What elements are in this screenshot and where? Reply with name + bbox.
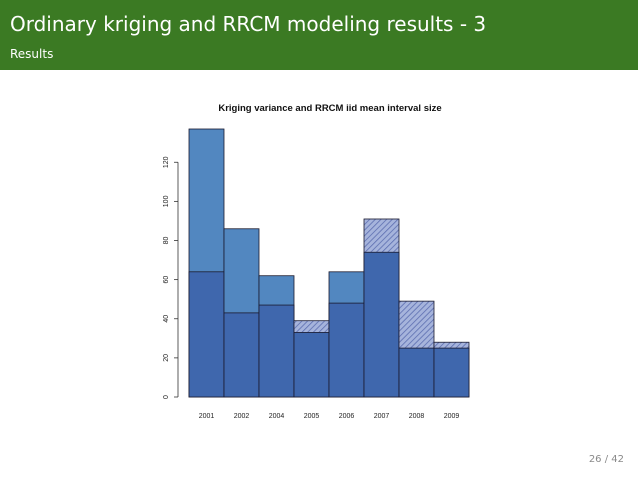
bar-lower-2002 — [223, 312, 260, 398]
x-tick-label-2004: 2004 — [269, 413, 285, 420]
chart-title: Kriging variance and RRCM iid mean inter… — [218, 103, 441, 114]
y-tick-label-20: 20 — [163, 354, 170, 362]
bar-lower-2008 — [398, 347, 435, 398]
bars-group — [188, 128, 470, 398]
page-number: 26 / 42 — [588, 454, 624, 465]
bar-lower-2004 — [258, 304, 295, 398]
bar-chart: Kriging variance and RRCM iid mean inter… — [163, 103, 470, 420]
x-tick-label-2009: 2009 — [444, 413, 460, 420]
slide-subtitle: Results — [10, 47, 54, 61]
y-tick-label-40: 40 — [163, 315, 170, 323]
y-tick-label-100: 100 — [163, 195, 170, 207]
x-tick-label-2005: 2005 — [304, 413, 320, 420]
bar-lower-2005 — [293, 332, 330, 398]
bar-lower-2006 — [328, 302, 365, 398]
y-tick-label-120: 120 — [163, 156, 170, 168]
x-tick-label-2002: 2002 — [234, 413, 250, 420]
y-tick-label-80: 80 — [163, 237, 170, 245]
bar-lower-2007 — [363, 251, 400, 398]
chart-container: Kriging variance and RRCM iid mean inter… — [140, 92, 490, 430]
x-tick-label-2008: 2008 — [409, 413, 425, 420]
y-tick-label-60: 60 — [163, 276, 170, 284]
x-tick-label-2006: 2006 — [339, 413, 355, 420]
x-axis-labels: 2001 2002 2004 2005 2006 2007 2008 2009 — [199, 413, 460, 420]
x-tick-label-2001: 2001 — [199, 413, 215, 420]
bar-lower-2001 — [188, 271, 225, 398]
slide-title: Ordinary kriging and RRCM modeling resul… — [10, 12, 487, 36]
y-tick-label-0: 0 — [163, 395, 170, 399]
y-axis: 0 20 40 60 80 100 120 — [163, 156, 179, 399]
x-tick-label-2007: 2007 — [374, 413, 390, 420]
bar-lower-2009 — [433, 347, 470, 398]
slide-header: Ordinary kriging and RRCM modeling resul… — [0, 0, 638, 70]
